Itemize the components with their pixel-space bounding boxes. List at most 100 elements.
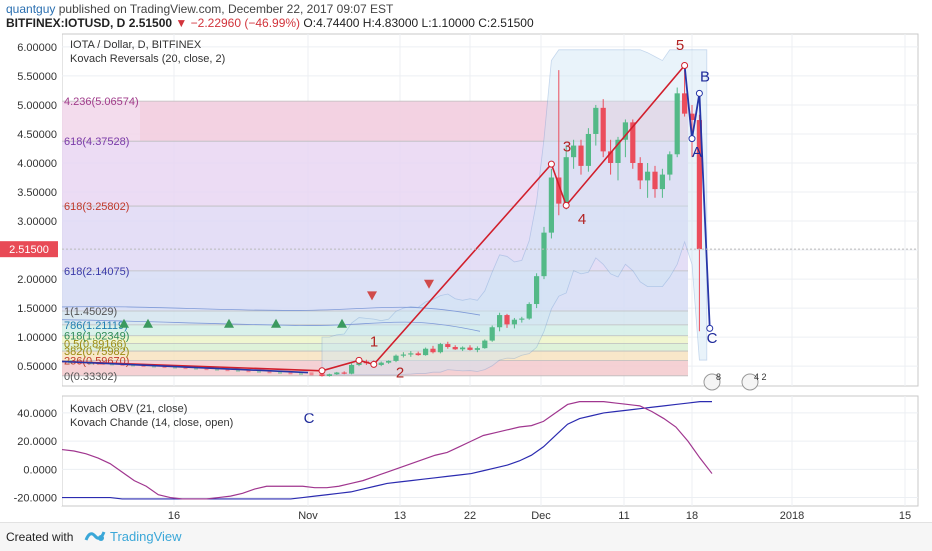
candle-body: [400, 354, 406, 356]
publish-header: quantguy published on TradingView.com, D…: [0, 0, 932, 32]
candle-body: [504, 315, 510, 325]
candle-body: [326, 374, 332, 376]
price-tick-label: 4.00000: [17, 158, 57, 170]
price-tick-label: 1.00000: [17, 332, 57, 344]
event-badge-icon: [703, 373, 721, 391]
candle-body: [236, 368, 240, 372]
candle-body: [645, 171, 651, 181]
candle-body: [689, 113, 695, 121]
x-tick-label: 22: [464, 510, 476, 522]
candle-body: [497, 315, 503, 328]
candle-body: [615, 139, 621, 163]
wave-point: [562, 201, 570, 209]
candle-body: [630, 122, 636, 163]
last-price-label: 2.51500: [9, 244, 49, 256]
chart-container[interactable]: 0(0.33302) 236(0.59670) 0.5(0.89166) 382(0.…: [0, 28, 932, 522]
fib-level-label: 618(3.25802): [64, 201, 129, 213]
candle-body: [571, 145, 577, 158]
oscillator-pane: [61, 395, 919, 507]
wave-point: [370, 360, 378, 368]
price-tick-label: 3.00000: [17, 216, 57, 228]
fib-level-label: 1(1.45029): [64, 306, 117, 318]
wave-point: [681, 61, 689, 69]
wave-point: [547, 160, 555, 168]
wave-label-3: 3: [563, 138, 571, 155]
candle-body: [637, 162, 643, 181]
candle-body: [423, 348, 429, 356]
envelope-left-upper: [61, 306, 481, 316]
sell-marker-icon: [424, 279, 434, 289]
x-tick-label: 11: [618, 510, 629, 522]
x-tick-label: 15: [899, 510, 911, 522]
price-axis-bg: [0, 28, 62, 506]
wave-label-c: C: [304, 410, 315, 427]
fib-band: [62, 141, 688, 207]
candle-body: [257, 369, 261, 373]
candle-body: [299, 371, 303, 375]
x-tick-label: Dec: [531, 510, 551, 522]
wave-point: [688, 135, 696, 143]
close-value: C:2.51500: [478, 16, 534, 30]
wave-point: [695, 89, 703, 97]
candle-body: [556, 177, 562, 204]
candle-body: [415, 353, 421, 356]
osc-tick-label: 0.0000: [23, 464, 57, 476]
candle-body: [534, 276, 540, 305]
fib-level-label: 4.236(5.06574): [64, 96, 139, 108]
candle-body: [445, 344, 451, 347]
candle-body: [548, 177, 554, 233]
x-tick-label: 2018: [780, 510, 804, 522]
osc-tick-label: 20.0000: [17, 436, 57, 448]
candle-body: [578, 145, 584, 166]
candle-body: [585, 133, 591, 166]
price-chart[interactable]: 0(0.33302)236(0.59670)0.5(0.89166)382(0.…: [0, 28, 932, 522]
candle-body: [278, 370, 282, 374]
wave-line-corrective: [683, 65, 711, 329]
fib-level-label: 0.5(0.89166): [64, 338, 126, 350]
price-tick-label: 5.00000: [17, 100, 57, 112]
author-link[interactable]: quantguy: [6, 2, 56, 16]
price-tick-label: 3.50000: [17, 187, 57, 199]
published-text: published on TradingView.com, December 2…: [58, 2, 394, 16]
candle-body: [460, 347, 466, 350]
candle-body: [563, 157, 569, 204]
fib-level-label: 382(0.75982): [64, 346, 129, 358]
osc-tick-label: 40.0000: [17, 408, 57, 420]
buy-marker-icon: [337, 318, 347, 328]
candle-body: [659, 174, 665, 190]
sell-marker-icon: [367, 291, 377, 301]
candle-body: [667, 154, 673, 175]
created-with-label: Created with: [6, 530, 74, 544]
candle-body: [378, 362, 384, 365]
candle-body: [474, 348, 480, 350]
buy-marker-icon: [271, 318, 281, 328]
candle-body: [622, 122, 628, 140]
x-tick-label: 18: [686, 510, 698, 522]
price-tick-label: 2.00000: [17, 274, 57, 286]
publish-info: quantguy published on TradingView.com, D…: [6, 2, 393, 16]
price-tick-label: 0.50000: [17, 361, 57, 373]
wave-label-a: A: [692, 144, 702, 161]
fib-band: [62, 324, 688, 336]
fib-band: [62, 335, 688, 344]
wave-point: [318, 367, 326, 375]
price-indicator-label: Kovach Reversals (20, close, 2): [70, 53, 225, 65]
candle-body: [334, 372, 340, 375]
candle-body: [489, 327, 495, 341]
envelope-left-lower: [61, 319, 481, 332]
candle-body: [319, 374, 325, 376]
event-badge-count: 4 2: [754, 372, 767, 382]
candle-body: [526, 304, 532, 319]
wave-point: [355, 356, 363, 364]
fib-level-label: 618(4.37528): [64, 136, 129, 148]
chande-series-line: [61, 401, 713, 500]
candle-body: [341, 372, 347, 374]
candle-body: [386, 360, 392, 363]
obv-series-line: [62, 401, 712, 500]
buy-marker-icon: [224, 318, 234, 328]
tradingview-brand[interactable]: TradingView: [110, 529, 182, 544]
fib-level-label: 618(1.02349): [64, 331, 129, 343]
fib-band: [62, 343, 688, 352]
event-badge-count: 8: [716, 372, 721, 382]
candle-body: [288, 371, 293, 375]
